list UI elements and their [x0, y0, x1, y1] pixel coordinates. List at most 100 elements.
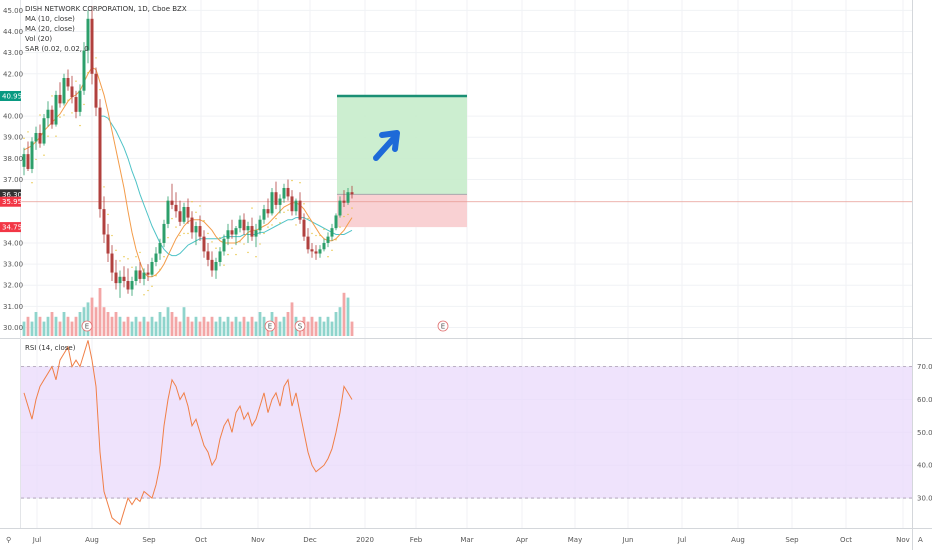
volume-bar — [122, 321, 126, 336]
price-badge-label: 36.30 — [2, 191, 22, 199]
candle-body — [210, 259, 214, 271]
position-target-zone[interactable] — [337, 95, 467, 195]
sar-dot — [23, 137, 25, 139]
sar-dot — [163, 256, 165, 258]
price-tick-label: 38.00 — [3, 155, 23, 163]
sar-dot — [79, 124, 81, 127]
candle-body — [46, 109, 50, 119]
volume-bar — [338, 307, 342, 336]
price-tick-label: 43.00 — [3, 49, 23, 57]
rsi-line — [23, 340, 353, 526]
volume-bar — [142, 316, 146, 336]
sar-dot — [243, 243, 245, 245]
candle-body — [194, 226, 198, 233]
sar-dot — [271, 224, 273, 226]
time-tick-label: Nov — [896, 536, 910, 544]
volume-bar — [330, 321, 334, 336]
candle-body — [42, 118, 46, 144]
candle-body — [78, 90, 82, 112]
volume-bar — [30, 321, 34, 336]
price-tick-label: 33.00 — [3, 261, 23, 269]
candle-body — [134, 270, 138, 282]
price-tick-label: 39.00 — [3, 134, 23, 142]
auto-scale-icon[interactable]: A — [918, 536, 923, 544]
candle-body — [238, 219, 242, 229]
candle-body — [74, 97, 78, 112]
candle-body — [38, 132, 42, 144]
legend: DISH NETWORK CORPORATION, 1D, Cboe BZX M… — [25, 5, 187, 352]
volume-bar — [198, 321, 202, 336]
candle-body — [178, 211, 182, 222]
candle-body — [342, 200, 346, 203]
sar-dot — [43, 154, 45, 156]
volume-bar — [350, 321, 354, 336]
earnings-marker — [81, 320, 93, 332]
time-tick-label: Sep — [785, 536, 799, 544]
sar-dots — [23, 57, 353, 296]
rsi-title: RSI (14, close) — [25, 344, 76, 352]
candle-body — [270, 192, 274, 214]
volume-bar — [106, 312, 110, 336]
sar-dot — [319, 234, 321, 237]
candle-body — [94, 73, 98, 108]
sar-dot — [107, 213, 109, 216]
price-tick-label: 45.00 — [3, 7, 23, 15]
sar-dot — [147, 289, 149, 292]
earnings-label: S — [298, 323, 303, 331]
volume-bar — [326, 316, 330, 336]
time-axis[interactable]: Jul Aug Sep Oct Nov Dec 2020 Feb Mar Apr May Jun Jul… — [32, 536, 910, 544]
sar-dot — [239, 241, 241, 243]
sar-dot — [127, 258, 129, 260]
earnings-label: E — [85, 323, 89, 331]
volume-bar — [46, 316, 50, 336]
rsi-axis[interactable]: 70.00 60.00 50.00 40.00 30.00 — [917, 363, 932, 502]
sar-dot — [151, 285, 153, 288]
sar-dot — [63, 114, 65, 116]
volume-bar — [70, 321, 74, 336]
candle-body — [330, 228, 334, 237]
sar-dot — [331, 249, 333, 252]
rsi-tick-label: 60.00 — [917, 396, 932, 404]
candle-body — [166, 200, 170, 224]
candle-body — [214, 261, 218, 271]
volume-bar — [102, 307, 106, 336]
price-axis[interactable]: 45.00 44.00 43.00 42.00 40.00 39.00 38.00 37.00… — [3, 7, 23, 332]
candle-body — [34, 132, 38, 142]
volume-bar — [322, 321, 326, 336]
candle-body — [218, 251, 222, 262]
candle-body — [282, 187, 286, 199]
volume-bar — [138, 321, 142, 336]
time-tick-label: 2020 — [356, 536, 374, 544]
position-stop-zone[interactable] — [337, 194, 467, 228]
sar-dot — [327, 256, 329, 258]
candle-body — [266, 209, 270, 214]
zoom-icon[interactable]: ⚲ — [6, 536, 11, 544]
earnings-marker — [437, 320, 449, 332]
volume-bar — [38, 316, 42, 336]
candle-body — [126, 281, 130, 290]
volume-bar — [182, 307, 186, 336]
candle-body — [314, 251, 318, 254]
sar-dot — [275, 217, 277, 220]
sar-dot — [283, 211, 285, 213]
time-tick-label: Jul — [32, 536, 42, 544]
time-tick-label: Apr — [516, 536, 528, 544]
volume-bar — [166, 307, 170, 336]
volume-bar — [126, 316, 130, 336]
candle-body — [106, 234, 110, 254]
time-tick-label: Feb — [410, 536, 423, 544]
price-tick-label: 34.00 — [3, 239, 23, 247]
time-tick-label: Mar — [460, 536, 473, 544]
sar-dot — [303, 203, 305, 205]
sar-dot — [291, 179, 293, 182]
candle-body — [222, 238, 226, 252]
volume-bar — [346, 297, 350, 336]
candle-body — [162, 223, 166, 243]
volume-bar — [254, 321, 258, 336]
candle-body — [62, 78, 66, 104]
candle-body — [206, 251, 210, 260]
earnings-marker — [264, 320, 276, 332]
price-tick-label: 31.00 — [3, 303, 23, 311]
